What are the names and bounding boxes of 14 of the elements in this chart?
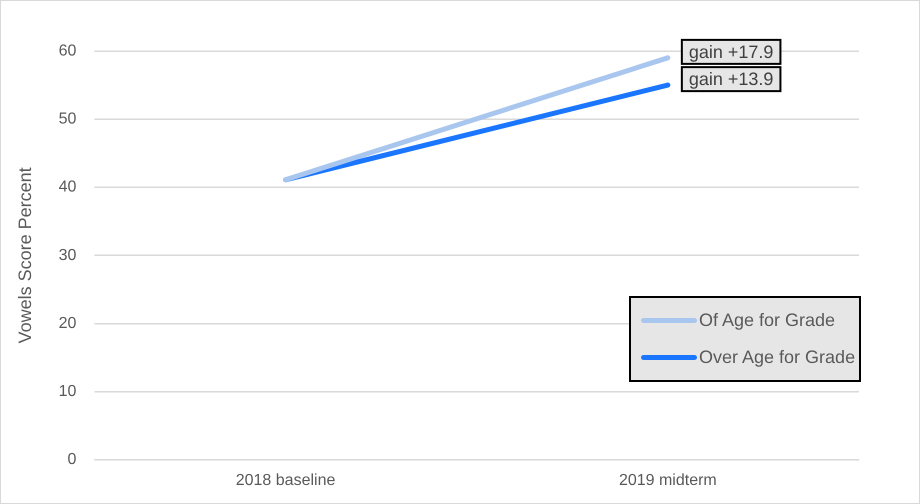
legend-label: Of Age for Grade xyxy=(699,310,836,332)
y-tick-label: 40 xyxy=(58,178,76,196)
y-tick-label: 50 xyxy=(58,110,76,128)
y-tick-label: 60 xyxy=(58,42,76,60)
y-tick-label: 30 xyxy=(58,246,76,264)
y-tick-label: 0 xyxy=(67,451,76,468)
legend-label: Over Age for Grade xyxy=(699,347,856,368)
y-tick-label: 10 xyxy=(58,383,76,400)
annotation: gain +13.9 xyxy=(688,69,774,90)
x-tick-label: 2019 midterm xyxy=(618,472,717,489)
annotation: gain +17.9 xyxy=(688,42,774,62)
x-tick-label: 2018 baseline xyxy=(236,472,336,489)
y-tick-label: 20 xyxy=(58,314,76,332)
y-axis-title: Vowels Score Percent xyxy=(14,167,35,344)
